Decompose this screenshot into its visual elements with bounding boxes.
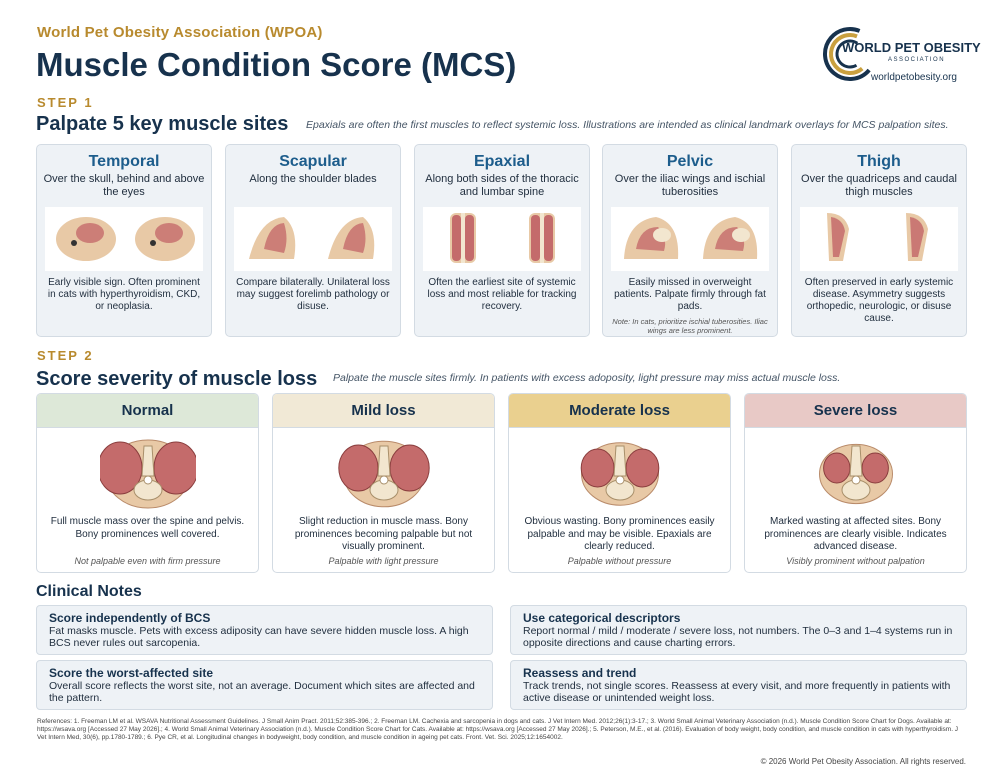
note-title: Score the worst-affected site (49, 666, 214, 680)
site-name: Scapular (279, 153, 347, 170)
clinical-note-card: Reassess and trend Track trends, not sing… (510, 660, 967, 710)
site-location: Over the skull, behind and above the eye… (43, 173, 205, 198)
site-description: Often preserved in early systemic diseas… (804, 277, 954, 324)
clinical-note-card: Score independently of BCS Fat masks musc… (36, 605, 493, 655)
step1-title: Palpate 5 key muscle sites (36, 113, 289, 135)
step1-label: STEP 1 (37, 95, 94, 110)
site-illustration (234, 207, 392, 271)
vertebra-cross-section-illustration (273, 428, 494, 516)
site-location: Over the quadriceps and caudal thigh mus… (801, 173, 957, 198)
site-name: Pelvic (666, 153, 714, 170)
site-card-temporal: Temporal Over the skull, behind and above… (36, 144, 212, 337)
page-title: Muscle Condition Score (MCS) (36, 46, 517, 83)
severity-title: Mild loss (273, 394, 494, 428)
site-description: Often the earliest site of systemic loss… (427, 277, 577, 312)
cat-anatomy-illustration (507, 209, 577, 270)
clinical-note-card: Use categorical descriptors Report normal… (510, 605, 967, 655)
cat-anatomy-illustration (129, 209, 199, 270)
severity-card-normal: Normal Full muscle mass over the spine an… (36, 393, 259, 573)
vertebra-cross-section-illustration (37, 428, 258, 516)
site-name: Temporal (88, 153, 160, 170)
clinical-notes-title: Clinical Notes (36, 583, 142, 600)
site-illustration (45, 207, 203, 271)
severity-palpation: Not palpable even with firm pressure (74, 556, 221, 566)
site-description: Early visible sign. Often prominent in c… (47, 277, 201, 312)
dog-anatomy-illustration (805, 209, 875, 270)
severity-description: Marked wasting at affected sites. Bony p… (764, 516, 947, 552)
site-description: Easily missed in overweight patients. Pa… (614, 277, 766, 312)
severity-palpation: Visibly prominent without palpation (786, 556, 925, 566)
site-description: Compare bilaterally. Unilateral loss may… (236, 277, 390, 312)
severity-description: Slight reduction in muscle mass. Bony pr… (294, 516, 473, 552)
site-location: Along the shoulder blades (249, 173, 377, 185)
vertebra-cross-section-illustration (509, 428, 730, 516)
wpoa-logo: WORLD PET OBESITY ASSOCIATION worldpetob… (822, 26, 981, 86)
cat-anatomy-illustration (695, 209, 765, 270)
step1-note: Epaxials are often the first muscles to … (306, 119, 949, 131)
site-card-pelvic: Pelvic Over the iliac wings and ischial t… (602, 144, 778, 337)
site-illustration (611, 207, 769, 271)
step2-title: Score severity of muscle loss (36, 368, 318, 390)
severity-description: Full muscle mass over the spine and pelv… (50, 516, 245, 540)
clinical-note-card: Score the worst-affected site Overall sco… (36, 660, 493, 710)
references: References: 1. Freeman LM et al. WSAVA N… (37, 718, 959, 741)
note-body: Overall score reflects the worst site, n… (49, 680, 475, 704)
cat-anatomy-illustration (318, 209, 388, 270)
step2-note: Palpate the muscle sites firmly. In pati… (333, 372, 841, 384)
logo-wordmark: WORLD PET OBESITY (842, 40, 981, 55)
severity-card-severe-loss: Severe loss Marked wasting at affected si… (744, 393, 967, 573)
vertebra-cross-section-illustration (745, 428, 966, 516)
site-illustration (423, 207, 581, 271)
site-name: Epaxial (473, 153, 531, 170)
severity-palpation: Palpable with light pressure (328, 556, 439, 566)
severity-card-mild-loss: Mild loss Slight reduction in muscle mass… (272, 393, 495, 573)
severity-palpation: Palpable without pressure (567, 556, 672, 566)
site-note: Note: In cats, prioritize ischial tubero… (612, 317, 768, 335)
site-card-epaxial: Epaxial Along both sides of the thoracic … (414, 144, 590, 337)
site-location: Along both sides of the thoracic and lum… (425, 173, 579, 198)
severity-title: Moderate loss (509, 394, 730, 428)
site-card-thigh: Thigh Over the quadriceps and caudal thig… (791, 144, 967, 337)
cat-anatomy-illustration (884, 209, 954, 270)
severity-card-moderate-loss: Moderate loss Obvious wasting. Bony promi… (508, 393, 731, 573)
dog-anatomy-illustration (239, 209, 309, 270)
logo-subtitle: ASSOCIATION (888, 57, 946, 63)
severity-description: Obvious wasting. Bony prominences easily… (524, 516, 715, 552)
severity-title: Normal (37, 394, 258, 428)
note-title: Score independently of BCS (49, 611, 211, 625)
note-title: Use categorical descriptors (523, 611, 681, 625)
site-location: Over the iliac wings and ischial tuberos… (614, 173, 766, 198)
copyright: © 2026 World Pet Obesity Association. Al… (760, 757, 966, 766)
site-illustration (800, 207, 958, 271)
note-body: Track trends, not single scores. Reasses… (523, 680, 951, 704)
note-body: Fat masks muscle. Pets with excess adipo… (49, 625, 469, 649)
note-title: Reassess and trend (523, 666, 637, 680)
dog-anatomy-illustration (50, 209, 120, 270)
step2-label: STEP 2 (37, 348, 94, 363)
note-body: Report normal / mild / moderate / severe… (523, 625, 953, 649)
site-name: Thigh (857, 153, 901, 170)
site-card-scapular: Scapular Along the shoulder blades Compare… (225, 144, 401, 337)
logo-mark-icon (823, 27, 877, 81)
dog-anatomy-illustration (616, 209, 686, 270)
website-url[interactable]: worldpetobesity.org (871, 72, 957, 83)
severity-title: Severe loss (745, 394, 966, 428)
organization-name: World Pet Obesity Association (WPOA) (37, 24, 323, 41)
dog-anatomy-illustration (428, 209, 498, 270)
